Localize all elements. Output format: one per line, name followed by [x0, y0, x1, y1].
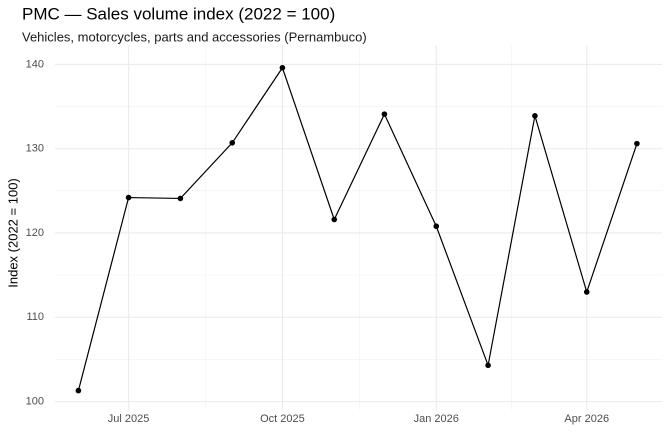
point — [177, 195, 184, 202]
point — [583, 289, 590, 295]
y-tick-label: 140 — [26, 58, 44, 70]
x-tick-label: Apr 2026 — [564, 413, 609, 425]
y-tick-label: 100 — [26, 395, 44, 407]
chart-title: PMC — Sales volume index (2022 = 100) — [22, 4, 335, 23]
point — [229, 139, 236, 146]
line — [77, 66, 638, 391]
point — [279, 64, 286, 71]
point — [485, 362, 491, 369]
y-tick-label: 120 — [26, 227, 44, 239]
point — [433, 223, 440, 230]
point — [381, 111, 388, 117]
y-tick-label: 130 — [26, 143, 44, 155]
point — [75, 387, 82, 394]
point — [532, 113, 538, 119]
x-tick-label: Jul 2025 — [108, 413, 150, 425]
chart-subtitle: Vehicles, motorcycles, parts and accesso… — [22, 29, 367, 44]
x-tick-label: Oct 2025 — [260, 413, 305, 425]
y-tick-label: 110 — [26, 311, 44, 323]
y-axis-label: Index (2022 = 100) — [5, 178, 20, 288]
x-tick-label: Jan 2026 — [414, 413, 459, 425]
point — [634, 140, 640, 147]
point — [331, 216, 338, 223]
point — [125, 194, 132, 201]
